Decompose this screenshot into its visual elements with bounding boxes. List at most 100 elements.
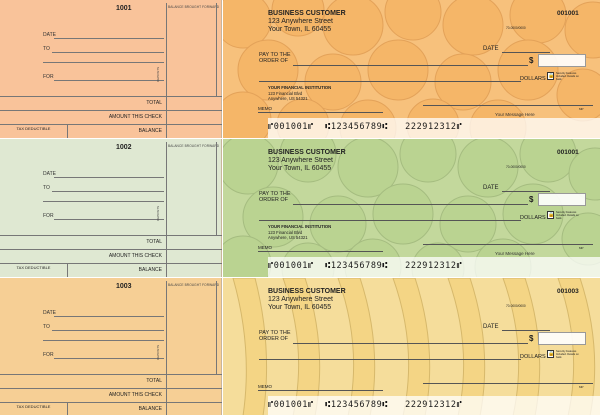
stub-number: 1001 [116,5,132,12]
tax-deductible-label: TAX DEDUCTIBLE [0,403,68,415]
stub-to-label: TO [43,324,50,330]
check-date-line[interactable] [502,330,550,331]
deposits-label: DEPOSITS [156,66,160,82]
business-address-line2: Your Town, IL 60455 [268,304,332,311]
stub-date-label: DATE [43,171,56,177]
stub-date-line[interactable] [54,177,164,178]
total-label: TOTAL [146,239,162,245]
check-number: 001001 [557,149,579,156]
memo-line[interactable] [258,251,383,252]
check-3: BUSINESS CUSTOMER 123 Anywhere Street Yo… [223,278,600,415]
check-date-line[interactable] [502,52,550,53]
check-date-label: DATE [483,324,499,330]
written-amount-line[interactable] [259,220,521,221]
business-address-line1: 123 Anywhere Street [268,296,333,303]
stub-divider [166,125,167,138]
institution-address-line1: 123 Financial Blvd [268,230,303,235]
stub-divider [166,3,167,96]
stub-to-line[interactable] [52,191,164,192]
stub-for-label: FOR [43,352,54,358]
payee-line[interactable] [293,343,528,344]
stub-divider [166,264,167,277]
check-row-3: 1003 BALANCE BROUGHT FORWARD DATE TO FOR… [0,278,600,415]
signature-line[interactable] [423,244,593,245]
pay-to-line2: ORDER OF [259,197,289,203]
stub-for-line[interactable] [54,80,164,81]
stub-balance-row: TAX DEDUCTIBLE BALANCE [0,124,222,138]
balance-brought-forward-label: BALANCE BROUGHT FORWARD [168,5,220,9]
payee-line[interactable] [293,65,528,66]
custom-message: Your Message Here [495,251,535,256]
check-row-1: 1001 BALANCE BROUGHT FORWARD DATE TO FOR… [0,0,600,138]
memo-line[interactable] [258,390,383,391]
stub-total-row: TOTAL [0,235,222,249]
stub-for-line[interactable] [54,219,164,220]
stub-divider [166,236,167,249]
stub-for-line[interactable] [54,358,164,359]
memo-line[interactable] [258,112,383,113]
dollar-sign: $ [529,56,534,65]
written-amount-line[interactable] [259,81,521,82]
dollars-label: DOLLARS [520,354,546,360]
stub-divider [166,389,167,402]
stub-to-line[interactable] [52,52,164,53]
stub-balance-row: TAX DEDUCTIBLE BALANCE [0,402,222,415]
memo-label: MEMO [258,245,272,250]
business-name: BUSINESS CUSTOMER [268,288,346,295]
lock-icon: 🔒 [547,350,555,358]
amount-box[interactable] [538,54,586,67]
tax-deductible-label: TAX DEDUCTIBLE [0,264,68,277]
dollars-label: DOLLARS [520,76,546,82]
institution-name: YOUR FINANCIAL INSTITUTION [268,224,332,229]
stub-date-line[interactable] [54,38,164,39]
stub-divider [166,281,167,374]
stub-divider [216,142,217,235]
stub-divider [166,142,167,235]
check-date-label: DATE [483,46,499,52]
amount-box[interactable] [538,332,586,345]
stub-number: 1002 [116,144,132,151]
pay-to-line1: PAY TO THE [259,52,291,58]
business-address-line2: Your Town, IL 60455 [268,165,332,172]
stub-to-line-2[interactable] [43,62,164,63]
lock-icon: 🔒 [547,211,555,219]
payee-line[interactable] [293,204,528,205]
check-1: BUSINESS CUSTOMER 123 Anywhere Street Yo… [223,0,600,138]
stub-divider [166,403,167,415]
pay-to-label: PAY TO THE ORDER OF [259,52,291,64]
stub-to-line-2[interactable] [43,201,164,202]
stub-amount-row: AMOUNT THIS CHECK [0,388,222,402]
stub-for-label: FOR [43,74,54,80]
stub-number: 1003 [116,283,132,290]
amount-box[interactable] [538,193,586,206]
stub-to-line[interactable] [52,330,164,331]
security-note: Security Features Included. Details on b… [556,211,579,220]
institution-address-line2: Anywhere, US 54321 [268,235,308,240]
stub-to-line-2[interactable] [43,340,164,341]
pay-to-label: PAY TO THE ORDER OF [259,191,291,203]
micr-line: ⑈001001⑈ ⑆123456789⑆ 222912312⑈ [268,400,463,410]
business-name: BUSINESS CUSTOMER [268,10,346,17]
memo-label: MEMO [258,384,272,389]
check-date-line[interactable] [502,191,550,192]
stub-date-line[interactable] [54,316,164,317]
total-label: TOTAL [146,378,162,384]
amount-this-check-label: AMOUNT THIS CHECK [108,114,162,120]
institution-name: YOUR FINANCIAL INSTITUTION [268,85,332,90]
balance-label: BALANCE [138,406,162,412]
bananas-background-image [223,278,600,415]
micr-band: ⑈001001⑈ ⑆123456789⑆ 222912312⑈ [268,396,600,415]
stub-divider [216,281,217,374]
amount-this-check-label: AMOUNT THIS CHECK [108,392,162,398]
oranges-background-image [223,0,600,138]
business-address-line1: 123 Anywhere Street [268,18,333,25]
written-amount-line[interactable] [259,359,521,360]
check-stub-3: 1003 BALANCE BROUGHT FORWARD DATE TO FOR… [0,278,222,415]
business-address-line2: Your Town, IL 60455 [268,26,332,33]
signature-line[interactable] [423,105,593,106]
stub-to-label: TO [43,46,50,52]
balance-brought-forward-label: BALANCE BROUGHT FORWARD [168,144,220,148]
stub-balance-row: TAX DEDUCTIBLE BALANCE [0,263,222,277]
check-row-2: 1002 BALANCE BROUGHT FORWARD DATE TO FOR… [0,139,600,277]
signature-line[interactable] [423,383,593,384]
